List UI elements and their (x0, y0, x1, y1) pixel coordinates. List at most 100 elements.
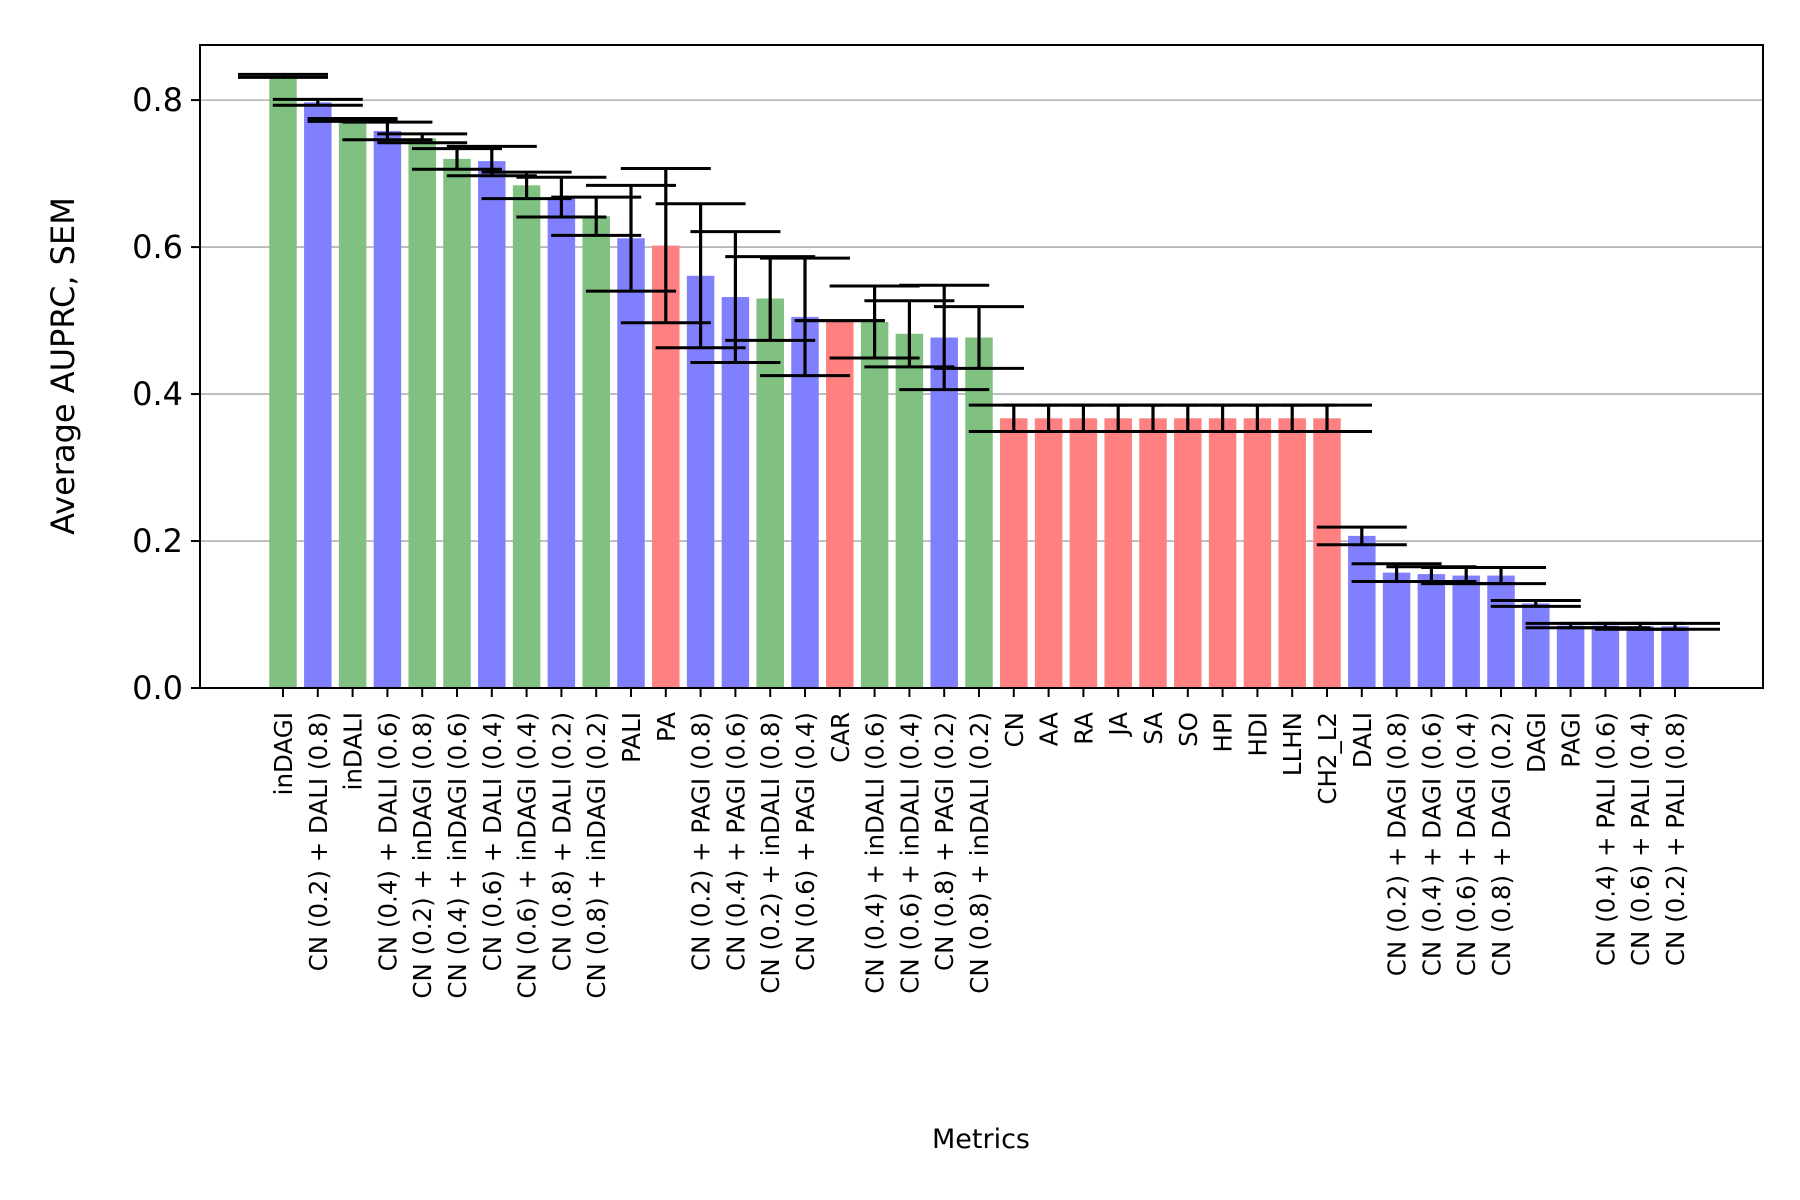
bar (373, 130, 402, 689)
bar (756, 298, 784, 688)
error-bar (586, 183, 676, 293)
bar (1278, 418, 1306, 688)
x-tick-label: CN (0.4) + DAGI (0.6) (1417, 712, 1446, 976)
x-tick-label: CN (0.8) + inDALI (0.2) (965, 712, 994, 994)
error-bar (655, 202, 746, 350)
bar (1348, 535, 1376, 688)
bar (1000, 418, 1028, 688)
bar (1313, 418, 1341, 688)
bar (512, 185, 541, 688)
bar (1139, 418, 1167, 688)
x-axis-label: Metrics (932, 1124, 1030, 1155)
bar (1661, 626, 1689, 688)
x-tick-label: CN (0.8) + DALI (0.2) (547, 712, 576, 971)
error-bar (551, 195, 642, 237)
x-tick-label: PA (652, 712, 681, 742)
x-tick-label: CN (0.4) + DALI (0.6) (373, 712, 402, 971)
x-tick-label: CN (0.6) + DALI (0.4) (478, 712, 507, 971)
x-tick-label: DALI (1348, 712, 1377, 768)
bar (547, 197, 576, 689)
x-tick-label: inDALI (339, 712, 368, 790)
x-tick-label: inDAGI (269, 712, 298, 795)
error-bar (412, 147, 502, 171)
x-tick-label: CN (0.2) + PAGI (0.8) (687, 712, 716, 971)
x-tick-label: RA (1069, 712, 1098, 745)
bar (304, 102, 332, 689)
y-axis: 0.0 0.2 0.4 0.6 0.8 (132, 81, 200, 707)
x-tick-label: CN (0.6) + PALI (0.4) (1626, 712, 1655, 966)
bar (1626, 626, 1654, 688)
bars (269, 75, 1689, 689)
error-bar (272, 97, 363, 107)
x-tick-label: CN (0.6) + inDAGI (0.4) (513, 712, 542, 999)
bar (965, 337, 993, 688)
bar (338, 119, 367, 688)
x-axis: inDAGI CN (0.2) + DALI (0.8) inDALI CN (0.4… (269, 688, 1690, 999)
bar (1522, 603, 1550, 688)
error-bar (238, 72, 328, 79)
bar (1382, 572, 1411, 688)
x-tick-label: CN (0.6) + inDALI (0.4) (895, 712, 924, 994)
bar (582, 216, 610, 688)
bar (1452, 575, 1480, 688)
error-bar (1456, 565, 1546, 586)
bar (408, 138, 436, 689)
x-tick-label: CN (0.8) + inDAGI (0.2) (582, 712, 611, 999)
error-bars (238, 72, 1720, 631)
x-tick-label: CN (0.8) + DAGI (0.2) (1487, 712, 1516, 976)
x-tick-label: CN (0.2) + DAGI (0.8) (1383, 712, 1412, 976)
x-tick-label: HDI (1243, 712, 1272, 757)
error-bar (899, 283, 990, 392)
x-tick-label: CH2_L2 (1313, 712, 1342, 805)
error-bar (1630, 621, 1720, 631)
bar (1591, 625, 1620, 688)
x-tick-label: CN (0.2) + PALI (0.8) (1661, 712, 1690, 966)
bar (1487, 575, 1515, 688)
error-bar (1490, 599, 1581, 608)
y-tick-label: 0.2 (132, 522, 183, 560)
bar (1556, 625, 1585, 688)
bar (269, 75, 297, 688)
bar (791, 316, 819, 688)
bar (930, 337, 958, 688)
x-tick-label: LLHN (1278, 712, 1307, 776)
bar (1104, 418, 1132, 688)
bar (1034, 418, 1063, 688)
x-tick-label: PAGI (1557, 712, 1586, 768)
x-tick-label: CN (0.4) + inDAGI (0.6) (443, 712, 472, 999)
x-tick-label: CN (0.2) + inDAGI (0.8) (408, 712, 437, 999)
x-tick-label: AA (1035, 712, 1064, 746)
error-bar (1282, 403, 1372, 434)
error-bar (1316, 525, 1407, 547)
bar (895, 333, 924, 688)
x-tick-label: SO (1174, 712, 1203, 747)
plot-frame (199, 44, 1764, 689)
bar (617, 238, 645, 688)
error-bar (377, 132, 468, 145)
bar (1069, 418, 1098, 688)
x-tick-label: CN (0.4) + inDALI (0.6) (861, 712, 890, 994)
x-tick-label: PALI (617, 712, 646, 763)
error-bar (620, 166, 711, 325)
x-tick-label: CN (0.2) + DALI (0.8) (304, 712, 333, 971)
y-axis-label: Average AUPRC, SEM (44, 197, 82, 535)
bar (1417, 574, 1446, 688)
y-tick-label: 0.4 (132, 375, 183, 413)
y-tick-label: 0.0 (132, 669, 183, 707)
x-tick-label: CN (0.6) + DAGI (0.4) (1452, 712, 1481, 976)
error-bar (342, 120, 433, 142)
x-tick-label: CN (0.6) + PAGI (0.4) (791, 712, 820, 971)
bar (1243, 418, 1272, 688)
x-tick-label: CN (1000, 712, 1029, 747)
bar (860, 322, 889, 688)
bar (1208, 418, 1237, 688)
bar (478, 161, 506, 688)
x-tick-label: CN (0.4) + PALI (0.6) (1591, 712, 1620, 966)
x-tick-label: CAR (826, 712, 855, 763)
error-bar (934, 305, 1024, 370)
x-tick-label: SA (1139, 712, 1168, 745)
x-tick-label: CN (0.4) + PAGI (0.6) (721, 712, 750, 971)
y-tick-label: 0.6 (132, 228, 183, 266)
bar (826, 320, 854, 688)
